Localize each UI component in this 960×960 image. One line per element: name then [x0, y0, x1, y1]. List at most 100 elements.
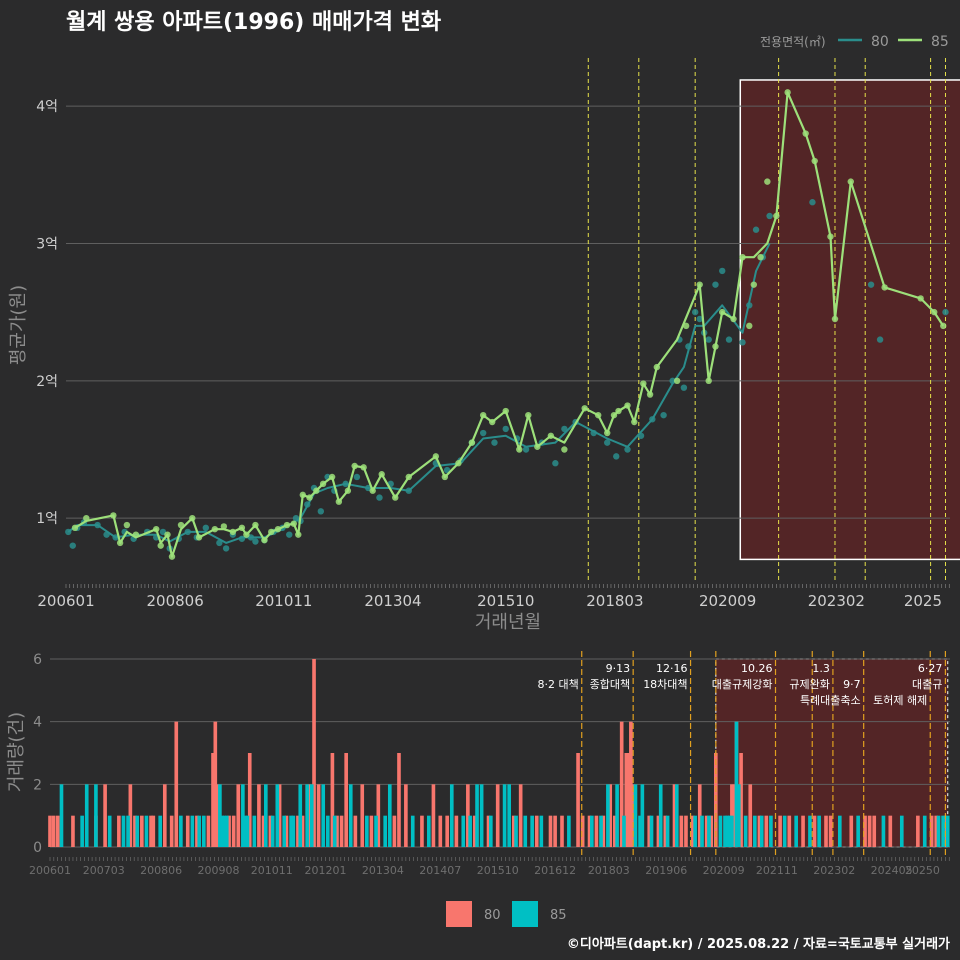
series-85-point	[831, 315, 839, 323]
volume-bar-85	[245, 815, 250, 847]
volume-bar-80	[140, 815, 144, 847]
volume-bar-80	[335, 815, 339, 847]
volume-bar-85	[427, 815, 431, 847]
volume-bar-80	[663, 815, 668, 847]
series-80-point	[65, 528, 72, 536]
volume-bar-80	[867, 815, 872, 847]
volume-bar-85	[622, 815, 626, 847]
volume-bar-80	[71, 815, 75, 847]
series-85-point	[773, 212, 780, 220]
series-85-point	[268, 528, 275, 536]
volume-bar-85	[723, 815, 727, 847]
series-85-point	[110, 512, 117, 519]
volume-bar-80	[296, 815, 300, 847]
volume-bar-85	[539, 815, 544, 847]
volume-bar-85	[332, 815, 337, 847]
legend-85-label: 85	[931, 34, 949, 50]
price-y-tick-label: 2억	[36, 374, 58, 390]
volume-bar-80	[587, 815, 592, 847]
volume-bar-85	[461, 815, 466, 847]
volume-bar-80	[211, 753, 215, 847]
volume-bar-85	[808, 815, 812, 847]
volume-bar-80	[169, 815, 174, 847]
volume-x-tick-label: 202405	[871, 864, 913, 877]
volume-bar-80	[580, 815, 585, 847]
volume-y-axis-title: 거래량(건)	[6, 712, 27, 792]
volume-bar-80	[103, 784, 107, 847]
series-80-point	[691, 308, 699, 316]
volume-bar-85	[158, 815, 163, 847]
volume-bar-85	[282, 815, 287, 847]
volume-bar-85	[374, 815, 378, 847]
price-x-tick-label: 202009	[699, 592, 756, 610]
event-annotation: 9·7	[843, 678, 861, 691]
volume-bar-85	[365, 815, 369, 847]
series-80-point	[304, 501, 311, 508]
volume-bar-80	[431, 784, 436, 847]
series-80-point	[680, 384, 688, 391]
volume-bar-80	[312, 659, 316, 847]
volume-bar-80	[360, 784, 365, 847]
volume-x-tick-label: 202009	[703, 864, 745, 877]
series-85-point	[604, 429, 611, 437]
series-85-point	[378, 471, 385, 478]
volume-bar-85	[922, 815, 927, 847]
series-80-point	[696, 315, 703, 323]
event-annotation: 규제완화	[789, 678, 829, 691]
series-80-point	[353, 473, 361, 481]
volume-bar-80	[787, 815, 792, 847]
volume-x-tick-label: 201011	[251, 864, 293, 877]
volume-y-tick-label: 2	[33, 777, 42, 793]
series-80-point	[286, 531, 293, 538]
volume-bar-80	[55, 815, 60, 847]
volume-bar-85	[59, 784, 64, 847]
volume-bar-80	[151, 815, 156, 847]
volume-bar-80	[51, 815, 56, 847]
series-85-point	[827, 233, 834, 240]
volume-y-tick-label: 0	[33, 840, 42, 856]
series-85-point	[123, 521, 131, 529]
volume-bar-80	[619, 721, 624, 847]
series-85-point	[525, 411, 532, 419]
volume-bar-80	[404, 784, 408, 847]
series-85-point	[295, 531, 302, 538]
volume-x-tick-label: 201304	[362, 864, 404, 877]
series-85-point	[940, 322, 947, 330]
volume-bar-80	[679, 815, 684, 847]
series-85-point	[547, 432, 555, 439]
series-85-point	[682, 322, 690, 330]
volume-x-tick-label: 201803	[588, 864, 630, 877]
volume-bar-80	[691, 815, 695, 847]
volume-bar-85	[94, 784, 98, 847]
series-85-point	[784, 89, 791, 96]
series-85-point	[610, 411, 618, 419]
volume-x-tick-label: 200703	[83, 864, 125, 877]
volume-x-tick-label: 200601	[29, 864, 71, 877]
series-85-point	[479, 411, 487, 419]
series-85-point	[917, 295, 924, 302]
volume-bar-85	[144, 815, 149, 847]
series-85-point	[189, 514, 196, 522]
series-85-point	[157, 542, 164, 549]
volume-bar-80	[316, 784, 321, 847]
volume-bar-85	[224, 815, 229, 847]
volume-bar-80	[629, 721, 633, 847]
volume-bar-80	[215, 784, 220, 847]
volume-bar-85	[633, 784, 638, 847]
volume-bar-80	[732, 784, 737, 847]
series-80-point	[94, 521, 101, 529]
volume-x-tick-label: 200806	[140, 864, 182, 877]
legend-bar-85-label: 85	[550, 908, 567, 923]
event-annotation: 특례대출축소	[800, 694, 861, 707]
volume-bar-80	[560, 815, 564, 847]
volume-bar-85	[241, 784, 245, 847]
series-80-point	[342, 480, 349, 488]
series-80-point	[502, 425, 509, 433]
volume-bar-85	[507, 784, 512, 847]
volume-bar-85	[606, 784, 610, 847]
series-80-point	[405, 487, 412, 494]
volume-bar-80	[684, 815, 688, 847]
volume-bar-85	[243, 815, 247, 847]
legend-top-title: 전용면적(㎡)	[760, 35, 826, 49]
series-85-point	[468, 439, 476, 446]
